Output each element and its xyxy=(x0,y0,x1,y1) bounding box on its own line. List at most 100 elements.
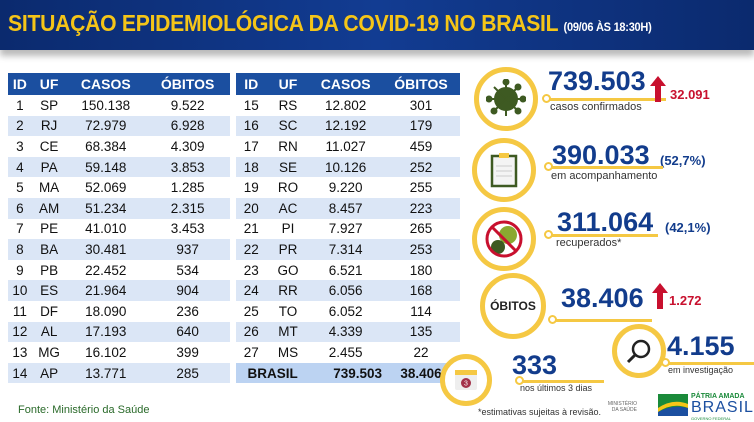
table-row: 16 SC 12.192 179 xyxy=(236,115,460,137)
table-cell: 2 xyxy=(8,115,32,137)
table-cell: 19 xyxy=(243,180,259,196)
calendar-icon: 3 xyxy=(440,354,492,406)
table-cell: RN xyxy=(278,138,298,154)
table-cell: SP xyxy=(40,97,59,113)
table-cell: 52.069 xyxy=(85,180,127,196)
table-row: 15 RS 12.802 301 xyxy=(236,95,460,116)
table-cell: 6.052 xyxy=(328,303,363,319)
table-cell: 285 xyxy=(145,362,230,384)
table-cell: 135 xyxy=(382,321,460,343)
table-cell: 7.927 xyxy=(328,221,363,237)
table-header: ID UF CASOS ÓBITOS xyxy=(236,73,460,95)
table-row: 17 RN 11.027 459 xyxy=(236,136,460,157)
table-cell: AP xyxy=(31,362,67,384)
table-cell: 17 xyxy=(243,138,259,154)
table-row: 21 PI 7.927 265 xyxy=(236,219,460,240)
table-cell: 11 xyxy=(12,303,27,319)
table-row: 4 PA 59.148 3.853 xyxy=(8,156,230,178)
table-cell: 59.148 xyxy=(66,156,146,178)
clipboard-icon xyxy=(472,138,536,202)
table-cell: 150.138 xyxy=(81,97,131,113)
table-row: 3 CE 68.384 4.309 xyxy=(8,136,230,157)
table-cell: 27 xyxy=(243,344,259,360)
table-cell: 5 xyxy=(16,180,24,196)
table-cell: 937 xyxy=(145,239,230,260)
table-row: 6 AM 51.234 2.315 xyxy=(8,197,230,219)
table-cell: 4.309 xyxy=(170,138,205,154)
table-cell: 459 xyxy=(409,138,433,154)
last3-label: nos últimos 3 dias xyxy=(520,383,593,393)
table-cell: MG xyxy=(38,344,60,360)
table-cell: 223 xyxy=(382,197,460,219)
table-cell: 17.193 xyxy=(66,321,146,343)
page-title: SITUAÇÃO EPIDEMIOLÓGICA DA COVID-19 NO B… xyxy=(8,10,652,37)
monitoring-label: em acompanhamento xyxy=(551,170,658,182)
table-cell: SC xyxy=(266,115,310,137)
table-cell: 15 xyxy=(243,97,259,113)
svg-text:3: 3 xyxy=(464,381,468,388)
table-cell: PB xyxy=(40,262,59,278)
table-cell: 1 xyxy=(16,97,24,113)
ministry-logo: MINISTÉRIO DA SAÚDE xyxy=(607,401,637,413)
confirmed-label: casos confirmados xyxy=(550,101,642,113)
table-row: 7 PE 41.010 3.453 xyxy=(8,219,230,240)
source-text: Fonte: Ministério da Saúde xyxy=(18,404,150,416)
monitoring-value: 390.033 xyxy=(552,140,650,170)
table-cell: MT xyxy=(266,321,310,343)
table-cell: 904 xyxy=(145,280,230,301)
table-row: 20 AC 8.457 223 xyxy=(236,197,460,219)
arrow-up-icon xyxy=(652,283,668,309)
table-cell: RS xyxy=(278,97,298,113)
table-cell: 8.457 xyxy=(309,197,382,219)
table-cell: 640 xyxy=(145,321,230,343)
title-text: SITUAÇÃO EPIDEMIOLÓGICA DA COVID-19 NO B… xyxy=(8,10,558,36)
table-cell: 68.384 xyxy=(85,138,127,154)
table-cell: 10.126 xyxy=(309,156,382,178)
deaths-value: 38.406 xyxy=(561,283,644,313)
table-cell: RR xyxy=(266,280,310,301)
table-cell: 265 xyxy=(409,221,433,237)
table-row: 19 RO 9.220 255 xyxy=(236,177,460,198)
table-row: 9 PB 22.452 534 xyxy=(8,260,230,281)
table-cell: MA xyxy=(38,180,60,196)
last3-value: 333 xyxy=(512,350,558,380)
table-cell: 16 xyxy=(236,115,267,137)
table-cell: 3.453 xyxy=(170,221,205,237)
virus-icon xyxy=(474,67,538,131)
table-cell: CE xyxy=(39,138,59,154)
table-cell: 20 xyxy=(236,197,267,219)
table-cell: 2.455 xyxy=(328,344,363,360)
table-cell: 22 xyxy=(236,239,267,260)
table-header: ID UF CASOS ÓBITOS xyxy=(8,73,230,95)
table-cell: 18 xyxy=(236,156,267,178)
table-cell: 24 xyxy=(236,280,267,301)
table-cell: 18.090 xyxy=(85,303,127,319)
table-cell: 7.314 xyxy=(309,239,382,260)
table-cell: RJ xyxy=(31,115,67,137)
table-cell: 301 xyxy=(409,97,433,113)
table-cell: 4.339 xyxy=(309,321,382,343)
table-row: 24 RR 6.056 168 xyxy=(236,280,460,301)
column-header: ÓBITOS xyxy=(145,73,230,95)
table-row: 14 AP 13.771 285 xyxy=(8,362,230,384)
table-cell: DF xyxy=(40,303,59,319)
table-cell: ES xyxy=(31,280,67,301)
table-cell: 13.771 xyxy=(66,362,146,384)
column-header: ID xyxy=(236,73,267,95)
table-cell: 253 xyxy=(382,239,460,260)
table-cell: 168 xyxy=(382,280,460,301)
table-cell: RO xyxy=(277,180,299,196)
header-banner: SITUAÇÃO EPIDEMIOLÓGICA DA COVID-19 NO B… xyxy=(0,0,754,50)
table-cell: 3.853 xyxy=(145,156,230,178)
table-cell: SE xyxy=(266,156,310,178)
table-cell: 1.285 xyxy=(170,180,205,196)
table-cell: 13 xyxy=(12,344,28,360)
table-cell: TO xyxy=(278,303,298,319)
table-cell: 72.979 xyxy=(66,115,146,137)
table-cell: AL xyxy=(31,321,67,343)
table-row: 11 DF 18.090 236 xyxy=(8,301,230,322)
column-header: CASOS xyxy=(309,73,382,95)
table-cell: 22 xyxy=(413,344,429,360)
table-cell: 9.522 xyxy=(170,97,205,113)
table-cell: 23 xyxy=(243,262,259,278)
